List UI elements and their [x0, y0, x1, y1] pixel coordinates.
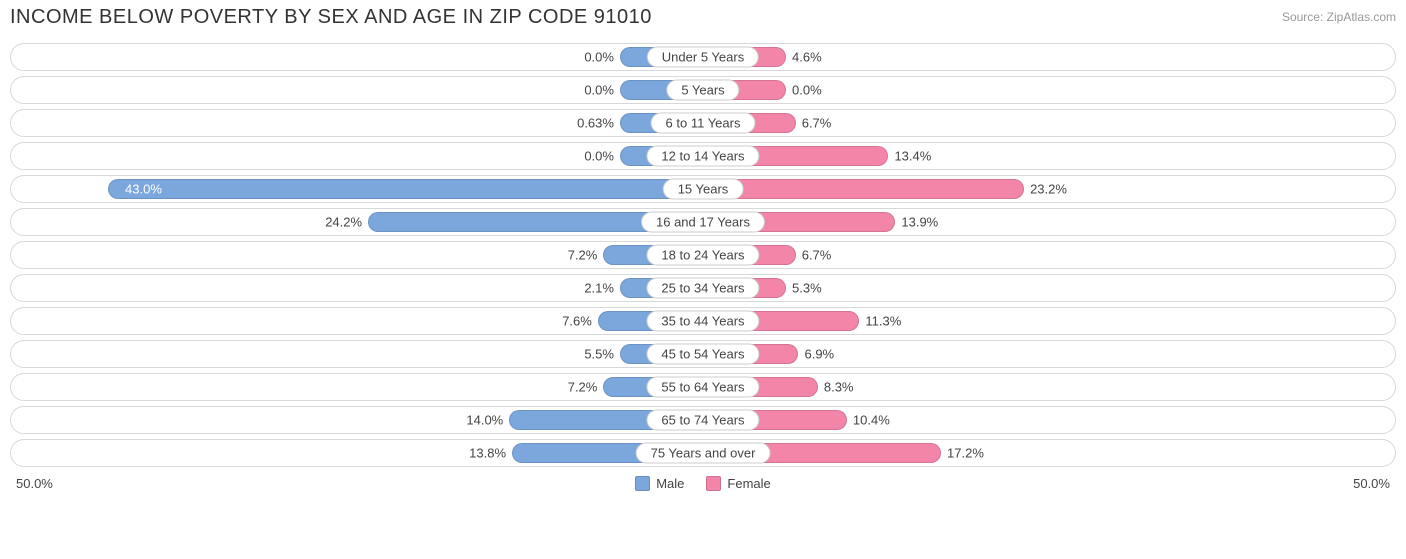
value-label-male: 2.1% — [584, 281, 614, 296]
category-label: 6 to 11 Years — [651, 113, 756, 134]
category-label: 15 Years — [663, 179, 744, 200]
value-label-female: 6.9% — [804, 347, 834, 362]
chart-row: 2.1% 5.3% 25 to 34 Years — [10, 274, 1396, 302]
chart-row: 43.0% 23.2% 15 Years — [10, 175, 1396, 203]
value-label-male: 0.0% — [584, 149, 614, 164]
category-label: Under 5 Years — [647, 47, 759, 68]
chart-row: 7.2% 6.7% 18 to 24 Years — [10, 241, 1396, 269]
chart-row: 24.2% 13.9% 16 and 17 Years — [10, 208, 1396, 236]
legend-swatch-female — [706, 476, 721, 491]
legend: Male Female — [635, 476, 771, 491]
value-label-male: 7.6% — [562, 314, 592, 329]
category-label: 55 to 64 Years — [646, 377, 759, 398]
chart-row: 0.0% 0.0% 5 Years — [10, 76, 1396, 104]
value-label-female: 23.2% — [1030, 182, 1067, 197]
value-label-female: 13.9% — [901, 215, 938, 230]
chart-rows: 0.0% 4.6% Under 5 Years 0.0% 0.0% 5 Years 0.63… — [10, 43, 1396, 467]
category-label: 5 Years — [666, 80, 739, 101]
chart-title: INCOME BELOW POVERTY BY SEX AND AGE IN Z… — [10, 6, 652, 29]
value-label-male: 13.8% — [469, 446, 506, 461]
value-label-female: 6.7% — [802, 116, 832, 131]
value-label-male: 7.2% — [568, 248, 598, 263]
value-label-male: 0.63% — [577, 116, 614, 131]
chart-row: 0.0% 4.6% Under 5 Years — [10, 43, 1396, 71]
category-label: 75 Years and over — [636, 443, 771, 464]
axis-row: 50.0% Male Female 50.0% — [10, 472, 1396, 491]
chart-row: 5.5% 6.9% 45 to 54 Years — [10, 340, 1396, 368]
value-label-male: 24.2% — [325, 215, 362, 230]
chart-row: 0.63% 6.7% 6 to 11 Years — [10, 109, 1396, 137]
value-label-male: 5.5% — [584, 347, 614, 362]
value-label-female: 8.3% — [824, 380, 854, 395]
value-label-male: 0.0% — [584, 83, 614, 98]
source-attribution: Source: ZipAtlas.com — [1282, 6, 1396, 24]
value-label-female: 13.4% — [894, 149, 931, 164]
category-label: 16 and 17 Years — [641, 212, 765, 233]
category-label: 45 to 54 Years — [646, 344, 759, 365]
legend-item-male: Male — [635, 476, 684, 491]
category-label: 35 to 44 Years — [646, 311, 759, 332]
chart-row: 0.0% 13.4% 12 to 14 Years — [10, 142, 1396, 170]
chart-row: 7.2% 8.3% 55 to 64 Years — [10, 373, 1396, 401]
category-label: 12 to 14 Years — [646, 146, 759, 167]
value-label-female: 10.4% — [853, 413, 890, 428]
value-label-male: 43.0% — [125, 182, 162, 197]
header: INCOME BELOW POVERTY BY SEX AND AGE IN Z… — [10, 6, 1396, 29]
value-label-female: 5.3% — [792, 281, 822, 296]
axis-right-label: 50.0% — [1353, 476, 1390, 491]
legend-label-male: Male — [656, 476, 684, 491]
value-label-male: 7.2% — [568, 380, 598, 395]
chart-row: 7.6% 11.3% 35 to 44 Years — [10, 307, 1396, 335]
value-label-female: 17.2% — [947, 446, 984, 461]
value-label-female: 6.7% — [802, 248, 832, 263]
bar-male — [108, 179, 703, 199]
category-label: 18 to 24 Years — [646, 245, 759, 266]
bar-female — [703, 179, 1024, 199]
axis-left-label: 50.0% — [16, 476, 53, 491]
legend-label-female: Female — [727, 476, 770, 491]
category-label: 25 to 34 Years — [646, 278, 759, 299]
chart-row: 13.8% 17.2% 75 Years and over — [10, 439, 1396, 467]
value-label-female: 4.6% — [792, 50, 822, 65]
chart-container: INCOME BELOW POVERTY BY SEX AND AGE IN Z… — [0, 0, 1406, 501]
value-label-male: 0.0% — [584, 50, 614, 65]
chart-row: 14.0% 10.4% 65 to 74 Years — [10, 406, 1396, 434]
value-label-female: 11.3% — [865, 314, 901, 329]
legend-swatch-male — [635, 476, 650, 491]
value-label-female: 0.0% — [792, 83, 822, 98]
legend-item-female: Female — [706, 476, 770, 491]
category-label: 65 to 74 Years — [646, 410, 759, 431]
value-label-male: 14.0% — [466, 413, 503, 428]
